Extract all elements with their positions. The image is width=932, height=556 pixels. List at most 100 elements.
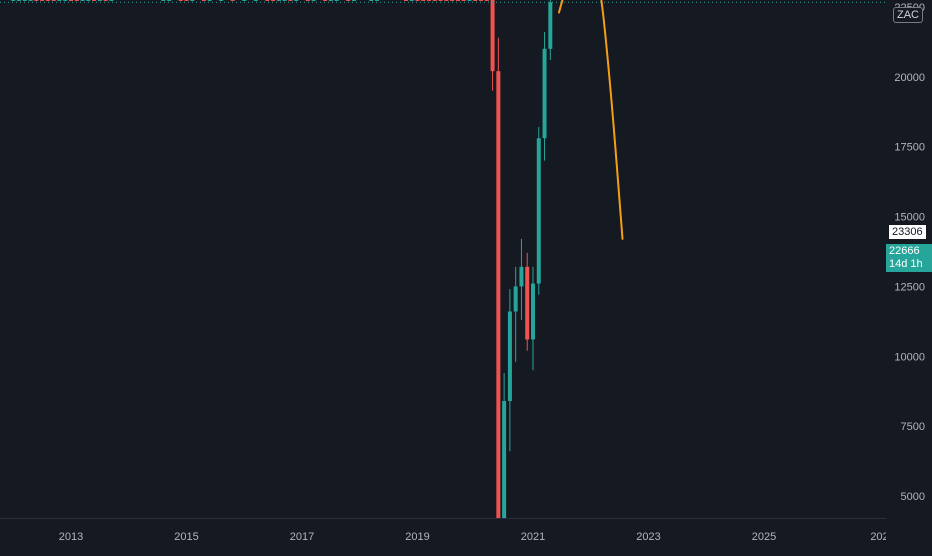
price-tick-label: 17500: [894, 142, 925, 154]
candle-body: [184, 0, 189, 1]
candle-body: [305, 0, 310, 1]
candle: [22, 0, 27, 1]
candle: [167, 0, 172, 1]
candle: [161, 0, 166, 1]
candle: [57, 0, 62, 1]
candle: [375, 0, 380, 1]
candlestick-chart[interactable]: [0, 0, 886, 518]
candle: [45, 0, 50, 1]
time-axis[interactable]: 2013 2015 2017 2019 2021 2023 2025 202: [0, 518, 889, 551]
last-price-value: 22666: [889, 245, 920, 257]
last-price-tag: 22666 14d 1h: [886, 244, 932, 272]
candle: [351, 0, 356, 1]
candle: [346, 0, 351, 1]
time-tick-label: 202: [870, 531, 886, 543]
candle-body: [34, 0, 39, 1]
candle-body: [190, 0, 195, 1]
candle-body: [421, 0, 426, 1]
candle: [519, 238, 524, 320]
candle: [294, 0, 299, 1]
candle: [473, 0, 478, 1]
candle-body: [473, 0, 478, 1]
candle: [311, 0, 316, 1]
candle: [69, 0, 73, 1]
candle-body: [502, 400, 507, 518]
candle-body: [86, 0, 91, 1]
candle: [513, 266, 518, 362]
candle: [230, 0, 235, 1]
candle: [403, 0, 408, 1]
candle-body: [92, 0, 97, 1]
candle-body: [438, 0, 443, 1]
candle: [97, 0, 102, 1]
time-tick-label: 2023: [636, 531, 660, 543]
symbol-label: ZAC: [893, 7, 923, 23]
candle: [479, 0, 484, 1]
candle-body: [323, 0, 328, 1]
candle-body: [479, 0, 484, 1]
candle: [184, 0, 189, 1]
candle: [444, 0, 449, 1]
candle-body: [242, 0, 247, 1]
candle-body: [496, 71, 501, 518]
candle-body: [484, 0, 489, 1]
candle-body: [17, 0, 22, 1]
candle: [282, 0, 287, 1]
candle: [74, 0, 79, 1]
candle-body: [11, 0, 16, 1]
candle: [288, 0, 293, 1]
candle: [421, 0, 426, 1]
candle: [334, 0, 339, 1]
price-tick-label: 15000: [894, 212, 925, 224]
candle-body: [536, 138, 541, 284]
candle-body: [63, 0, 68, 1]
candle: [427, 0, 432, 1]
time-tick-label: 2021: [521, 531, 545, 543]
price-tick-label: 10000: [894, 351, 925, 363]
candle: [109, 0, 114, 1]
candle-body: [288, 0, 293, 1]
candle-body: [415, 0, 420, 1]
candle-body: [409, 0, 414, 1]
candle: [17, 0, 22, 1]
candle-body: [178, 0, 183, 1]
candle-body: [548, 2, 553, 49]
candle-body: [271, 0, 276, 1]
candle: [11, 0, 16, 1]
candle-body: [427, 0, 432, 1]
candle-body: [403, 0, 408, 1]
candle: [271, 0, 276, 1]
candle: [548, 0, 553, 60]
candle-body: [461, 0, 466, 1]
candle: [63, 0, 68, 1]
candle-body: [351, 0, 356, 1]
candle-body: [51, 0, 56, 1]
candle-body: [444, 0, 449, 1]
candle-body: [467, 0, 472, 1]
time-tick-label: 2015: [174, 531, 198, 543]
candle-body: [40, 0, 45, 1]
candle: [34, 0, 39, 1]
candle: [455, 0, 460, 1]
candle-body: [328, 0, 333, 1]
bar-countdown: 14d 1h: [889, 258, 923, 270]
candle: [525, 252, 530, 351]
candle: [276, 0, 281, 1]
candle: [450, 0, 455, 1]
candle-body: [230, 0, 235, 1]
candle: [265, 0, 270, 1]
candle-body: [167, 0, 172, 1]
candle-body: [109, 0, 114, 1]
price-tick-label: 20000: [894, 72, 925, 84]
candle-body: [346, 0, 351, 1]
candle-body: [490, 0, 495, 72]
chart-plot-area[interactable]: [0, 0, 886, 518]
price-tick-label: 12500: [894, 281, 925, 293]
price-axis-labels: 50007500100001250015000175002000022500: [894, 2, 925, 503]
candle: [461, 0, 466, 1]
candle: [432, 0, 437, 1]
candle: [409, 0, 414, 1]
candle-body: [282, 0, 287, 1]
candle: [253, 0, 258, 1]
candle-body: [455, 0, 460, 1]
